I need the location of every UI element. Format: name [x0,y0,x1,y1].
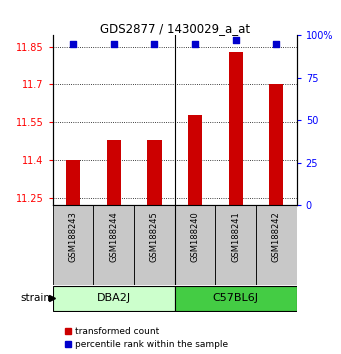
Text: GSM188241: GSM188241 [231,211,240,262]
Point [71,41,76,47]
Bar [175,205,216,285]
Point [192,41,198,47]
Bar [188,115,202,205]
Bar [93,205,134,285]
Bar [269,85,283,205]
Point [111,41,117,47]
Bar [216,205,256,285]
Bar [228,52,243,205]
Text: GSM188243: GSM188243 [69,211,78,262]
Bar [53,205,93,285]
Text: DBA2J: DBA2J [97,293,131,303]
Text: GSM188240: GSM188240 [191,211,199,262]
Text: GSM188245: GSM188245 [150,211,159,262]
Bar [53,285,175,311]
Bar [175,285,297,311]
Point [233,38,238,43]
Text: GSM188242: GSM188242 [272,211,281,262]
Bar [107,140,121,205]
Bar [147,140,162,205]
Legend: transformed count, percentile rank within the sample: transformed count, percentile rank withi… [64,327,228,349]
Title: GDS2877 / 1430029_a_at: GDS2877 / 1430029_a_at [100,22,250,35]
Bar [134,205,175,285]
Text: GSM188244: GSM188244 [109,211,118,262]
Bar [256,205,297,285]
Text: C57BL6J: C57BL6J [213,293,259,303]
Bar [66,160,80,205]
Text: strain: strain [20,293,50,303]
Point [273,41,279,47]
Point [152,41,157,47]
